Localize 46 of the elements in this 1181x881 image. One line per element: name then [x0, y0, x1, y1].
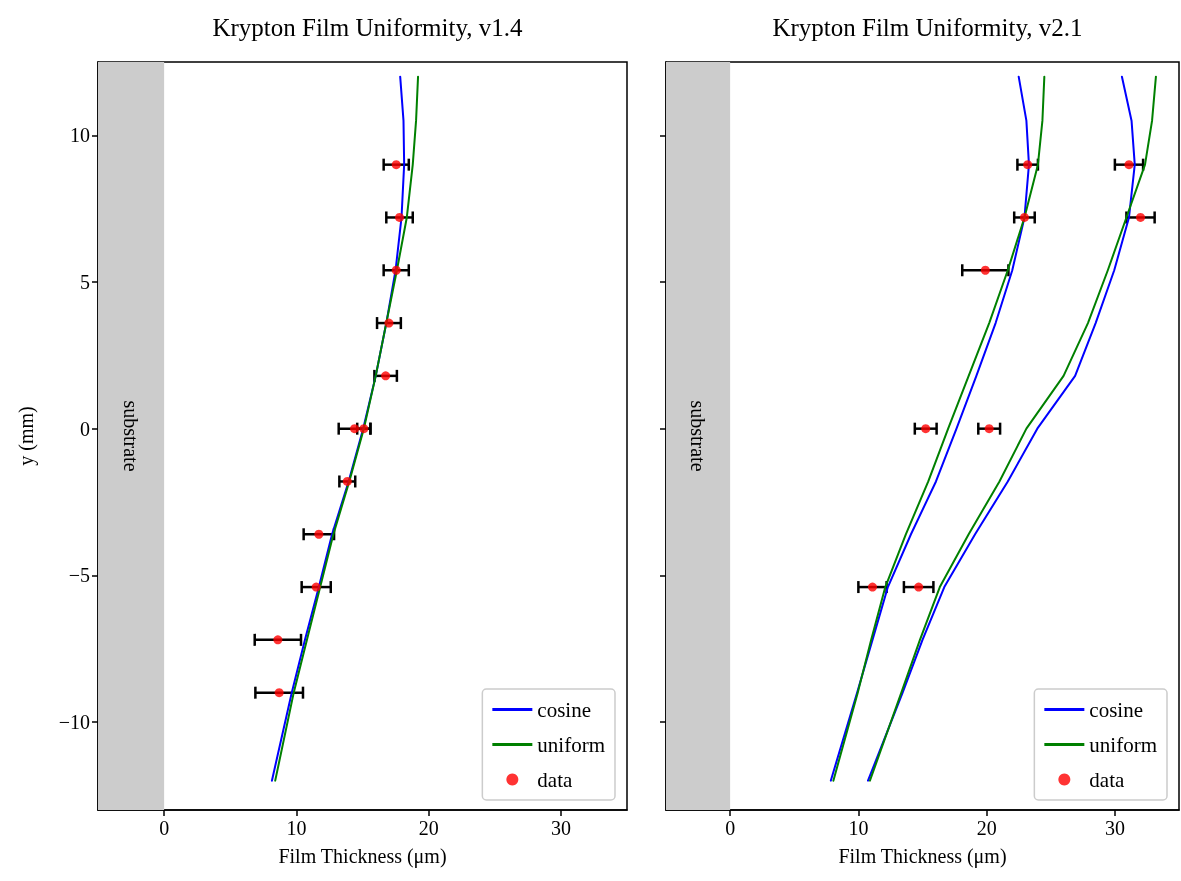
point: [984, 424, 994, 434]
point: [914, 582, 924, 592]
x-tick-label: 20: [976, 817, 997, 839]
point: [867, 582, 877, 592]
point: [384, 318, 394, 328]
point: [342, 476, 352, 486]
point: [1136, 212, 1146, 222]
point: [381, 371, 391, 381]
point: [273, 635, 283, 645]
x-tick-label: 30: [550, 817, 571, 839]
y-tick-label: 5: [80, 271, 90, 293]
x-tick-label: 30: [1104, 817, 1125, 839]
legend-label: cosine: [537, 697, 591, 722]
x-tick-label: 0: [725, 817, 736, 839]
legend-label: data: [537, 767, 573, 792]
y-tick-label: −10: [58, 711, 90, 733]
x-axis-title: Film Thickness (μm): [278, 845, 447, 868]
point: [1023, 160, 1033, 170]
legend-label: uniform: [537, 732, 605, 757]
x-tick-label: 20: [418, 817, 439, 839]
legend-label: cosine: [1089, 697, 1143, 722]
band-label: substrate: [687, 400, 710, 472]
y-tick-label: 10: [70, 124, 90, 147]
y-tick-label: 0: [80, 417, 90, 440]
point: [350, 424, 360, 434]
legend-label: data: [1089, 767, 1125, 792]
band-label: substrate: [120, 400, 143, 472]
chart-title: Krypton Film Uniformity, v2.1: [772, 14, 1083, 41]
point: [921, 424, 931, 434]
point: [391, 160, 401, 170]
y-tick-label: −5: [68, 564, 90, 587]
point: [391, 265, 401, 275]
point: [314, 529, 324, 539]
point: [980, 265, 990, 275]
x-tick-label: 10: [848, 817, 869, 839]
x-tick-label: 10: [286, 817, 307, 839]
point: [274, 688, 284, 698]
legend-label: uniform: [1089, 732, 1157, 757]
point: [1019, 212, 1029, 222]
point: [311, 582, 321, 592]
point: [395, 212, 405, 222]
chart-title: Krypton Film Uniformity, v1.4: [212, 14, 524, 41]
y-axis-title: y (mm): [15, 406, 38, 466]
x-axis-title: Film Thickness (μm): [838, 845, 1007, 868]
point: [1124, 160, 1134, 170]
x-tick-label: 0: [159, 817, 170, 839]
